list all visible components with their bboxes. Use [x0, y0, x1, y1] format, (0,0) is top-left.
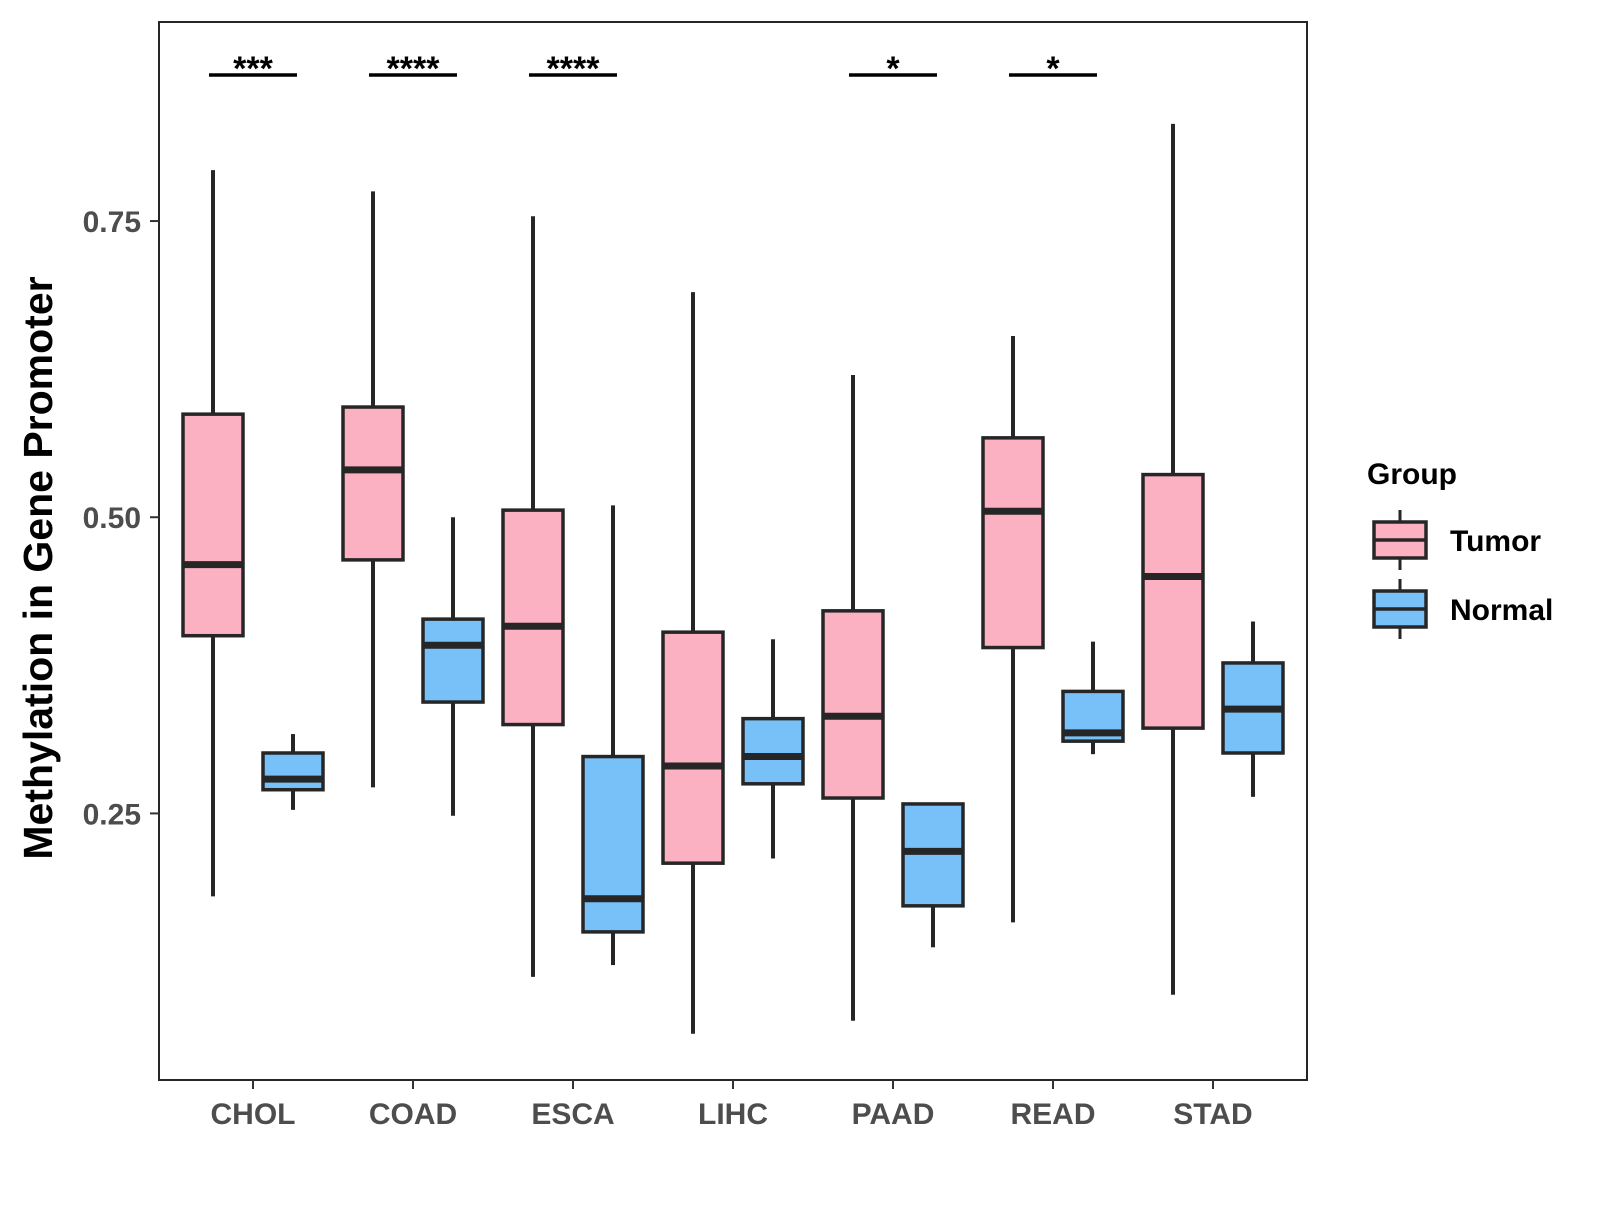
box-body [581, 754, 645, 934]
box-paad-tumor [821, 375, 885, 1021]
box-body [181, 412, 245, 638]
box-esca-tumor [501, 216, 565, 977]
significance-label: * [1046, 50, 1060, 88]
x-tick-label: PAAD [852, 1098, 935, 1131]
x-tick-label: ESCA [531, 1098, 614, 1131]
x-tick-label: LIHC [698, 1098, 768, 1131]
box-body [261, 751, 325, 792]
legend-item-tumor: Tumor [1372, 510, 1541, 570]
significance-label: *** [233, 50, 273, 88]
significance-paad: * [849, 50, 937, 88]
significance-read: * [1009, 50, 1097, 88]
box-stad-tumor [1141, 123, 1205, 995]
x-tick-label: CHOL [211, 1098, 296, 1131]
box-chol-normal [261, 734, 325, 810]
box-body [1141, 472, 1205, 730]
box-read-normal [1061, 641, 1125, 755]
box-body [341, 405, 405, 562]
significance-coad: **** [369, 50, 457, 88]
significance-esca: **** [529, 50, 617, 88]
box-coad-tumor [341, 191, 405, 788]
legend: Group Tumor Normal [1367, 458, 1553, 639]
box-body [501, 508, 565, 727]
y-tick-label: 0.25 [83, 798, 141, 831]
box-read-tumor [981, 335, 1045, 923]
box-body [741, 716, 805, 786]
box-body [981, 436, 1045, 650]
significance-label: **** [387, 50, 441, 88]
box-body [421, 617, 485, 704]
box-body [661, 630, 725, 865]
plot-area: *** **** **** * * [181, 50, 1285, 1034]
legend-label: Tumor [1450, 525, 1541, 558]
significance-chol: *** [209, 50, 297, 88]
box-coad-normal [421, 517, 485, 816]
box-esca-normal [581, 505, 645, 966]
box-stad-normal [1221, 621, 1285, 797]
box-chol-tumor [181, 170, 245, 897]
x-tick-label: STAD [1173, 1098, 1252, 1131]
x-tick-label: READ [1010, 1098, 1095, 1131]
axes: 0.25 0.50 0.75 CHOL COAD ESCA LIHC PAAD READ STAD [83, 206, 1253, 1131]
y-axis-title: Methylation in Gene Promoter [15, 276, 61, 859]
box-lihc-normal [741, 639, 805, 859]
x-tick-label: COAD [369, 1098, 457, 1131]
legend-title: Group [1367, 458, 1457, 491]
box-lihc-tumor [661, 292, 725, 1034]
box-body [821, 609, 885, 800]
significance-label: **** [547, 50, 601, 88]
y-tick-label: 0.75 [83, 206, 141, 239]
legend-item-normal: Normal [1372, 579, 1553, 639]
box-paad-normal [901, 802, 965, 948]
legend-label: Normal [1450, 594, 1553, 627]
y-tick-label: 0.50 [83, 502, 141, 535]
significance-label: * [886, 50, 900, 88]
box-body [901, 802, 965, 908]
